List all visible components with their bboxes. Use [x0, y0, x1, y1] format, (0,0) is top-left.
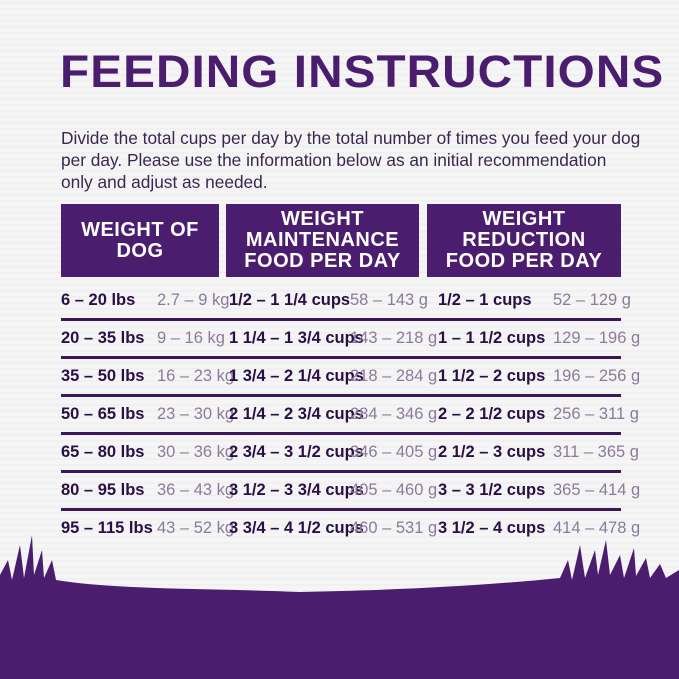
row-red-g: 256 – 311 g [553, 405, 639, 423]
row-lbs: 20 – 35 lbs [61, 329, 145, 347]
row-kg: 30 – 36 kg [157, 443, 235, 461]
row-red-cups: 1/2 – 1 cups [438, 291, 532, 309]
row-maint-cups: 1/2 – 1 1/4 cups [229, 291, 351, 309]
row-maint-g: 460 – 531 g [350, 519, 438, 537]
row-lbs: 95 – 115 lbs [61, 519, 153, 537]
header-weight-of-dog: WEIGHT OF DOG [61, 204, 219, 277]
table-row: 6 – 20 lbs 2.7 – 9 kg 1/2 – 1 1/4 cups 58 –… [61, 283, 631, 321]
row-red-cups: 2 1/2 – 3 cups [438, 443, 546, 461]
row-kg: 36 – 43 kg [157, 481, 235, 499]
row-lbs: 6 – 20 lbs [61, 291, 136, 309]
table-row: 20 – 35 lbs 9 – 16 kg 1 1/4 – 1 3/4 cups 14… [61, 321, 640, 359]
intro-text: Divide the total cups per day by the tot… [61, 128, 641, 192]
table-row: 80 – 95 lbs 36 – 43 kg 3 1/2 – 3 3/4 cups 4… [61, 473, 640, 511]
row-maint-g: 346 – 405 g [350, 443, 438, 461]
row-maint-cups: 1 1/4 – 1 3/4 cups [229, 329, 364, 347]
row-kg: 9 – 16 kg [157, 329, 225, 347]
row-divider [61, 470, 621, 473]
row-red-g: 196 – 256 g [553, 367, 641, 385]
table-row: 50 – 65 lbs 23 – 30 kg 2 1/4 – 2 3/4 cups 2… [61, 397, 639, 435]
row-maint-g: 143 – 218 g [350, 329, 438, 347]
row-kg: 43 – 52 kg [157, 519, 235, 537]
row-maint-cups: 3 3/4 – 4 1/2 cups [229, 519, 364, 537]
row-maint-g: 284 – 346 g [350, 405, 438, 423]
row-red-g: 365 – 414 g [553, 481, 641, 499]
header-maintenance: WEIGHT MAINTENANCE FOOD PER DAY [226, 204, 419, 277]
page-title: FEEDING INSTRUCTIONS [60, 46, 665, 97]
row-kg: 23 – 30 kg [157, 405, 235, 423]
row-divider [61, 356, 621, 359]
row-red-cups: 3 – 3 1/2 cups [438, 481, 546, 499]
row-maint-cups: 3 1/2 – 3 3/4 cups [229, 481, 364, 499]
row-maint-cups: 2 1/4 – 2 3/4 cups [229, 405, 364, 423]
row-maint-g: 58 – 143 g [350, 291, 428, 309]
row-red-cups: 3 1/2 – 4 cups [438, 519, 546, 537]
row-lbs: 65 – 80 lbs [61, 443, 145, 461]
row-maint-g: 218 – 284 g [350, 367, 438, 385]
row-red-g: 129 – 196 g [553, 329, 641, 347]
grass-silhouette [0, 535, 679, 679]
row-red-g: 414 – 478 g [553, 519, 641, 537]
row-divider [61, 318, 621, 321]
table-row: 35 – 50 lbs 16 – 23 kg 1 3/4 – 2 1/4 cups 2… [61, 359, 640, 397]
row-red-g: 52 – 129 g [553, 291, 631, 309]
row-maint-g: 405 – 460 g [350, 481, 438, 499]
row-red-g: 311 – 365 g [553, 443, 639, 461]
row-maint-cups: 2 3/4 – 3 1/2 cups [229, 443, 364, 461]
row-kg: 16 – 23 kg [157, 367, 235, 385]
row-red-cups: 1 – 1 1/2 cups [438, 329, 546, 347]
row-red-cups: 1 1/2 – 2 cups [438, 367, 546, 385]
table-row: 95 – 115 lbs 43 – 52 kg 3 3/4 – 4 1/2 cups… [61, 511, 640, 549]
row-lbs: 50 – 65 lbs [61, 405, 145, 423]
header-reduction: WEIGHT REDUCTION FOOD PER DAY [427, 204, 621, 277]
row-divider [61, 432, 621, 435]
row-maint-cups: 1 3/4 – 2 1/4 cups [229, 367, 364, 385]
row-divider [61, 394, 621, 397]
row-kg: 2.7 – 9 kg [157, 291, 230, 309]
row-red-cups: 2 – 2 1/2 cups [438, 405, 546, 423]
table-row: 65 – 80 lbs 30 – 36 kg 2 3/4 – 3 1/2 cups 3… [61, 435, 639, 473]
row-lbs: 35 – 50 lbs [61, 367, 145, 385]
row-lbs: 80 – 95 lbs [61, 481, 145, 499]
row-divider [61, 508, 621, 511]
